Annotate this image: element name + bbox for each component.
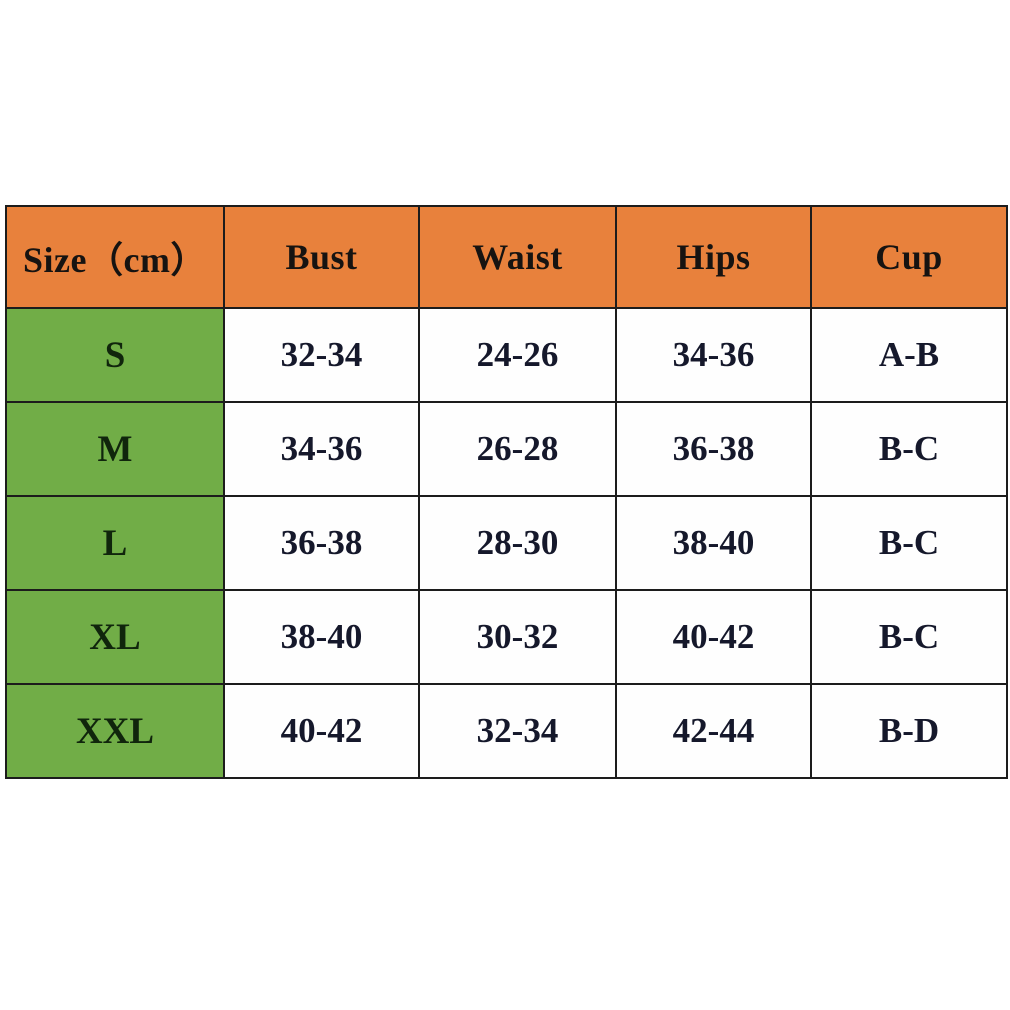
size-label: L: [5, 495, 225, 591]
header-hips: Hips: [615, 205, 812, 309]
hips-value: 38-40: [615, 495, 812, 591]
table-row-s: S 32-34 24-26 34-36 A-B: [5, 307, 1008, 403]
table-row-m: M 34-36 26-28 36-38 B-C: [5, 401, 1008, 497]
hips-value: 36-38: [615, 401, 812, 497]
cup-value: B-C: [810, 589, 1008, 685]
cup-value: A-B: [810, 307, 1008, 403]
cup-value: B-D: [810, 683, 1008, 779]
table-header-row: Size（cm） Bust Waist Hips Cup: [5, 205, 1008, 309]
table-row-xxl: XXL 40-42 32-34 42-44 B-D: [5, 683, 1008, 779]
table-row-l: L 36-38 28-30 38-40 B-C: [5, 495, 1008, 591]
size-label: XL: [5, 589, 225, 685]
cup-value: B-C: [810, 495, 1008, 591]
header-waist: Waist: [418, 205, 617, 309]
waist-value: 32-34: [418, 683, 617, 779]
waist-value: 28-30: [418, 495, 617, 591]
header-bust: Bust: [223, 205, 420, 309]
bust-value: 40-42: [223, 683, 420, 779]
bust-value: 38-40: [223, 589, 420, 685]
bust-value: 34-36: [223, 401, 420, 497]
bust-value: 32-34: [223, 307, 420, 403]
hips-value: 40-42: [615, 589, 812, 685]
hips-value: 42-44: [615, 683, 812, 779]
size-label: S: [5, 307, 225, 403]
size-chart-table: Size（cm） Bust Waist Hips Cup S 32-34 24-…: [5, 205, 1008, 779]
waist-value: 30-32: [418, 589, 617, 685]
size-label: XXL: [5, 683, 225, 779]
cup-value: B-C: [810, 401, 1008, 497]
header-cup: Cup: [810, 205, 1008, 309]
header-size-cm: Size（cm）: [5, 205, 225, 309]
bust-value: 36-38: [223, 495, 420, 591]
waist-value: 24-26: [418, 307, 617, 403]
size-label: M: [5, 401, 225, 497]
hips-value: 34-36: [615, 307, 812, 403]
table-row-xl: XL 38-40 30-32 40-42 B-C: [5, 589, 1008, 685]
waist-value: 26-28: [418, 401, 617, 497]
